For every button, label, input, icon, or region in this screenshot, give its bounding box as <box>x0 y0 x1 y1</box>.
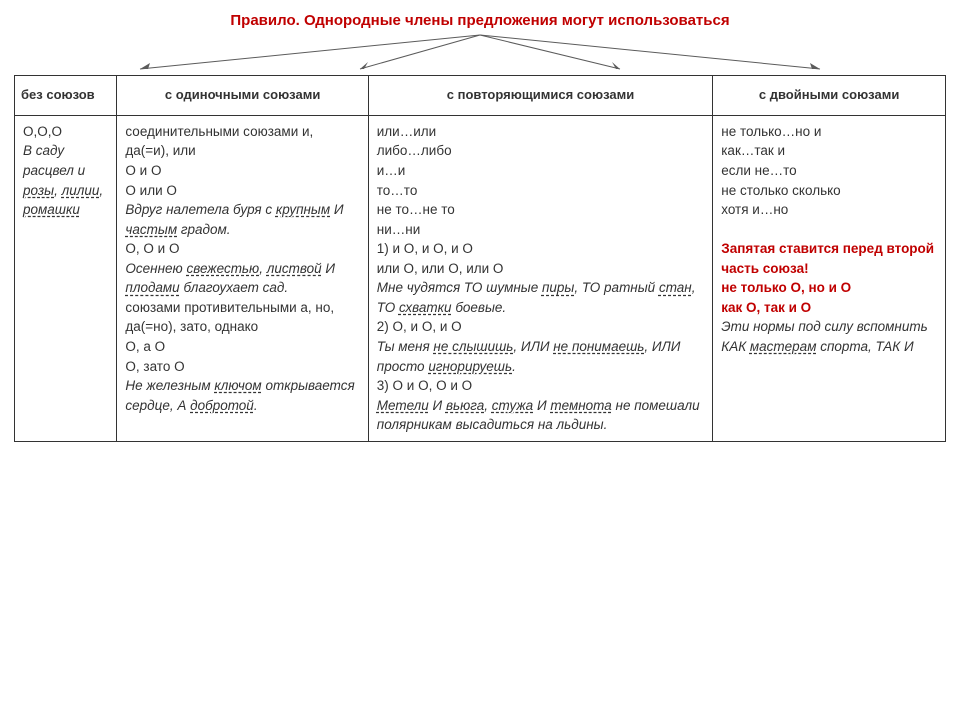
txt: Вдруг налетела буря с <box>125 202 275 217</box>
header-double-unions: с двойными союзами <box>713 76 946 116</box>
cell-no-unions: О,О,О В саду расцвел и розы, лилии, рома… <box>15 115 117 441</box>
hom: добротой <box>190 398 254 413</box>
txt: не столько сколько <box>721 183 840 198</box>
hom: не слышишь <box>433 339 513 354</box>
txt: И <box>429 398 446 413</box>
txt: , <box>99 183 103 198</box>
hom: схватки <box>399 300 452 315</box>
txt: , <box>259 261 267 276</box>
hom: крупным <box>276 202 330 217</box>
rule-pattern: как О, так и О <box>721 300 811 315</box>
grammar-table: без союзов с одиночными союзами с повтор… <box>14 75 946 442</box>
page-title: Правило. Однородные члены предложения мо… <box>14 12 946 29</box>
header-no-unions: без союзов <box>15 76 117 116</box>
hom: мастерам <box>750 339 817 354</box>
pattern: О,О,О <box>23 124 62 139</box>
example-text: Мне чудятся ТО шумные пиры, ТО ратный ст… <box>377 280 696 315</box>
txt: градом. <box>177 222 230 237</box>
txt: хотя и…но <box>721 202 788 217</box>
example-text: Эти нормы под силу вспомнить КАК мастера… <box>721 319 927 354</box>
pattern: О и О <box>125 163 161 178</box>
header-repeat-unions: с повторяющимися союзами <box>368 76 712 116</box>
txt: то…то <box>377 183 418 198</box>
rule-emphasis: Запятая ставится перед второй часть союз… <box>721 241 934 276</box>
txt: союзами противительными а, но, да(=но), … <box>125 300 334 335</box>
pattern: 2) О, и О, и О <box>377 319 462 334</box>
example-text: Метели И вьюга, стужа И темнота не помеш… <box>377 398 700 433</box>
txt: не то…не то <box>377 202 455 217</box>
txt: соединительными союзами и, да(=и), или <box>125 124 313 159</box>
header-single-unions: с одиночными союзами <box>117 76 368 116</box>
txt: , ТО ратный <box>574 280 659 295</box>
example-text: В саду расцвел и розы, лилии, ромашки <box>23 143 103 217</box>
pattern: О, а О <box>125 339 165 354</box>
hom: ключом <box>214 378 261 393</box>
hom: темнота <box>550 398 611 413</box>
txt: Мне чудятся ТО шумные <box>377 280 542 295</box>
pattern: О или О <box>125 183 176 198</box>
hom: лилии <box>62 183 100 198</box>
hom: игнорируешь <box>428 359 512 374</box>
pattern: или О, или О, или О <box>377 261 504 276</box>
txt: , ИЛИ <box>513 339 553 354</box>
txt: если не…то <box>721 163 796 178</box>
example-text: Осеннею свежестью, листвой И плодами бла… <box>125 261 335 296</box>
hom: частым <box>125 222 177 237</box>
hom: пиры <box>542 280 574 295</box>
txt: . <box>512 359 516 374</box>
txt: не только…но и <box>721 124 821 139</box>
cell-single-unions: соединительными союзами и, да(=и), или О… <box>117 115 368 441</box>
hom: свежестью <box>186 261 259 276</box>
hom: Метели <box>377 398 429 413</box>
hom: плодами <box>125 280 179 295</box>
table-header-row: без союзов с одиночными союзами с повтор… <box>15 76 946 116</box>
pattern: О, О и О <box>125 241 179 256</box>
txt: Ты меня <box>377 339 434 354</box>
hom: розы <box>23 183 54 198</box>
txt: Осеннею <box>125 261 186 276</box>
txt: либо…либо <box>377 143 452 158</box>
txt: и…и <box>377 163 406 178</box>
hom: ромашки <box>23 202 80 217</box>
pattern: 1) и О, и О, и О <box>377 241 473 256</box>
pattern: 3) О и О, О и О <box>377 378 472 393</box>
rule-pattern: не только О, но и О <box>721 280 851 295</box>
cell-repeat-unions: или…или либо…либо и…и то…то не то…не то … <box>368 115 712 441</box>
cell-double-unions: не только…но и как…так и если не…то не с… <box>713 115 946 441</box>
txt: И <box>322 261 335 276</box>
txt: ни…ни <box>377 222 421 237</box>
example-text: Вдруг налетела буря с крупным И частым г… <box>125 202 343 237</box>
txt: И <box>330 202 343 217</box>
hom: не понимаешь <box>553 339 644 354</box>
txt: И <box>533 398 550 413</box>
hom: стужа <box>492 398 533 413</box>
txt: Не железным <box>125 378 214 393</box>
txt: . <box>254 398 258 413</box>
example-text: Не железным ключом открывается сердце, А… <box>125 378 354 413</box>
example-text: Ты меня не слышишь, ИЛИ не понимаешь, ИЛ… <box>377 339 681 374</box>
hom: листвой <box>267 261 322 276</box>
txt: В саду расцвел и <box>23 143 85 178</box>
txt: или…или <box>377 124 436 139</box>
table-body-row: О,О,О В саду расцвел и розы, лилии, рома… <box>15 115 946 441</box>
hom: вьюга <box>446 398 484 413</box>
txt: боевые. <box>452 300 507 315</box>
txt: благоухает сад. <box>180 280 288 295</box>
pattern: О, зато О <box>125 359 184 374</box>
txt: как…так и <box>721 143 785 158</box>
txt: , <box>54 183 62 198</box>
hom: стан <box>659 280 692 295</box>
txt: , <box>484 398 492 413</box>
txt: спорта, ТАК И <box>816 339 913 354</box>
arrows-diagram <box>100 33 860 73</box>
